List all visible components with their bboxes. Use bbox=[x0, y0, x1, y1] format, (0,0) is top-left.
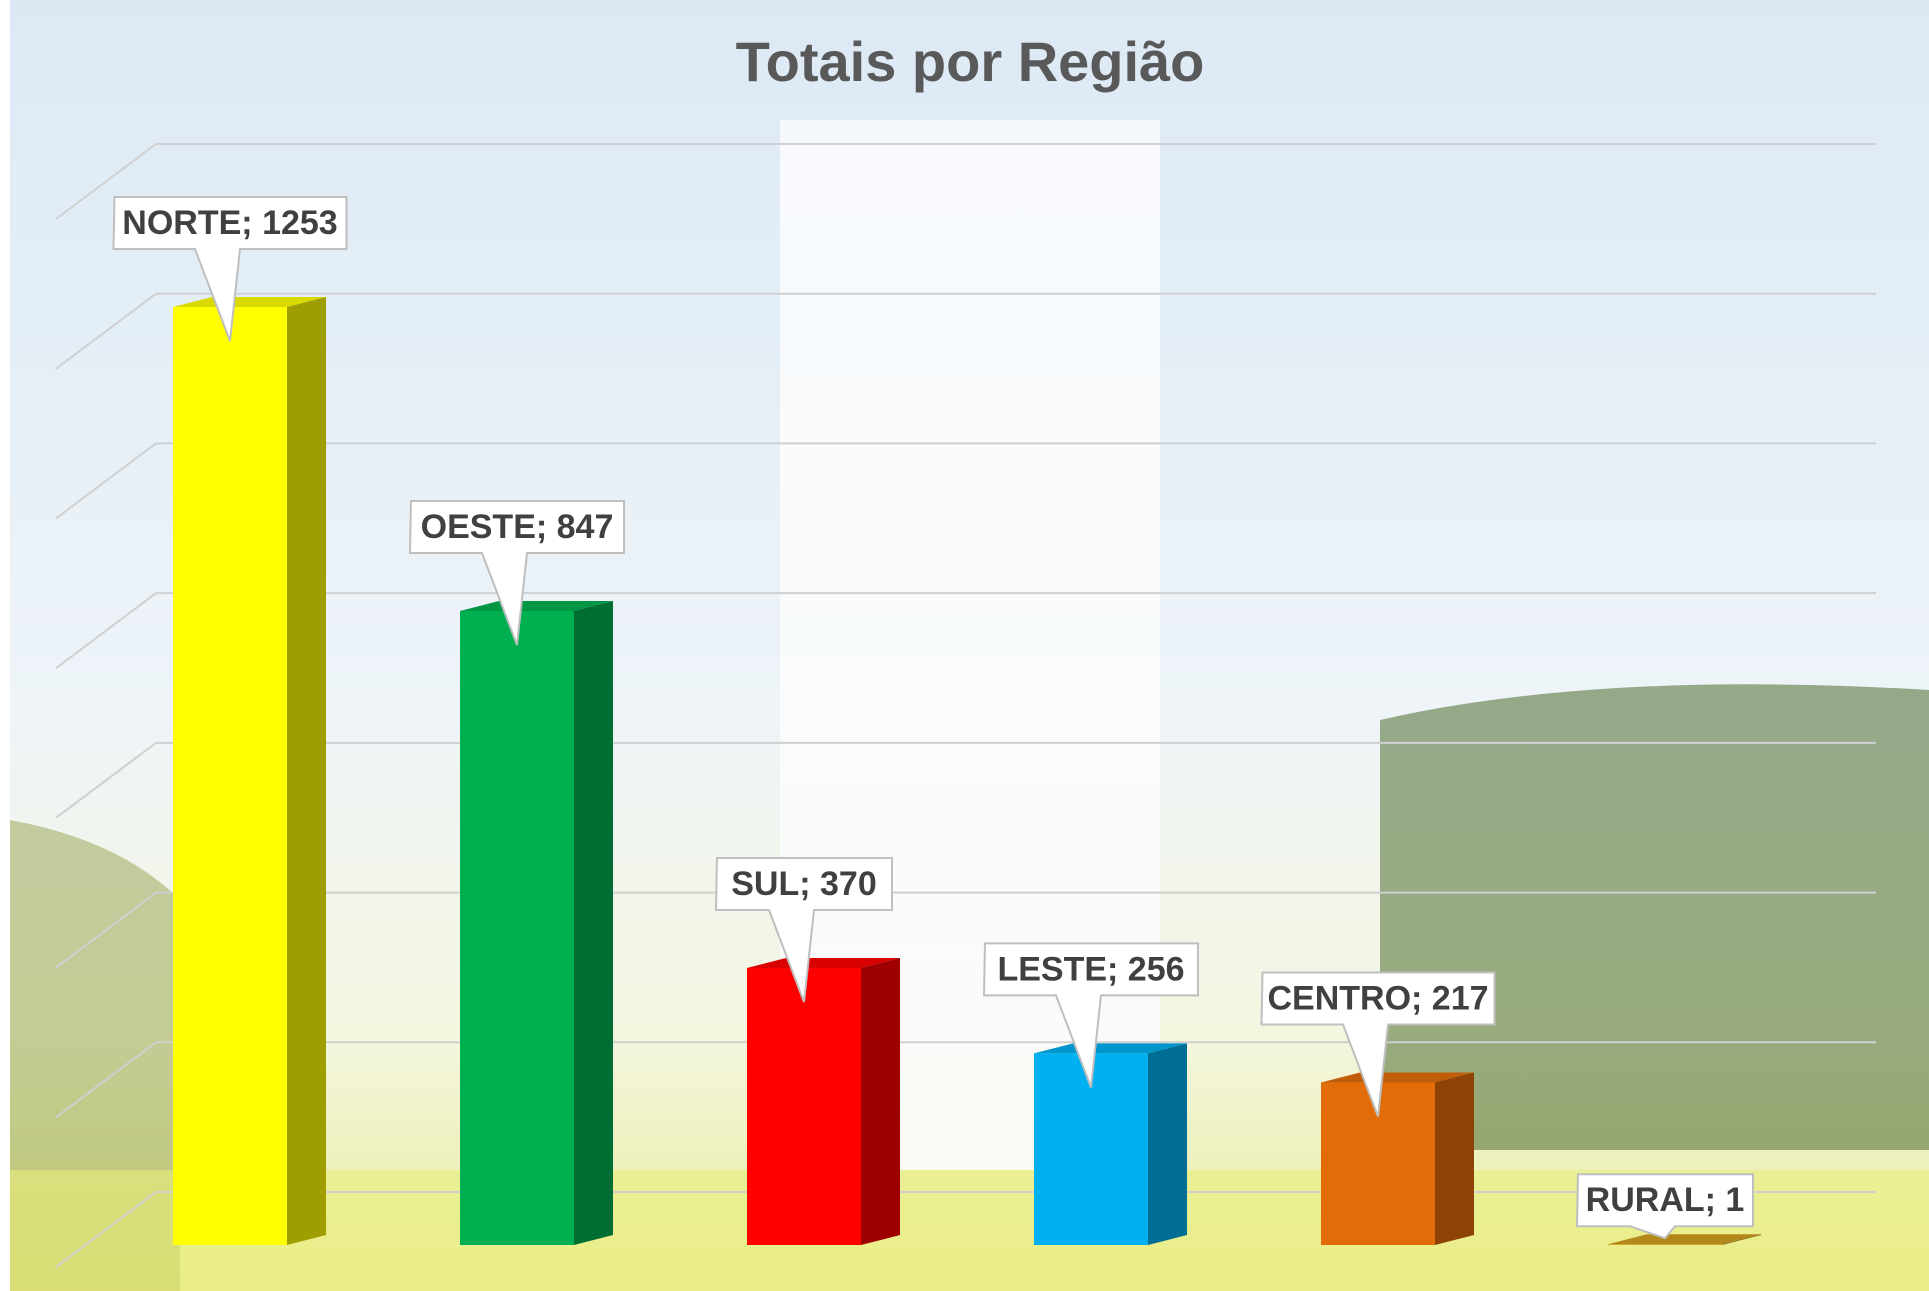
bar-side bbox=[1148, 1043, 1187, 1245]
page: Totais por Região NORTE; 1253 OESTE; 847 S… bbox=[0, 0, 1929, 1291]
bar bbox=[460, 601, 613, 1245]
bar-side bbox=[861, 958, 900, 1245]
value-label: RURAL; 1 bbox=[1586, 1181, 1745, 1219]
bar-side bbox=[1435, 1073, 1474, 1245]
bar-front bbox=[747, 968, 861, 1245]
value-label: SUL; 370 bbox=[731, 865, 877, 903]
bar-front bbox=[173, 307, 287, 1245]
bar-front bbox=[1608, 1244, 1722, 1245]
bar bbox=[173, 297, 326, 1245]
value-label: OESTE; 847 bbox=[421, 508, 614, 546]
chart-title: Totais por Região bbox=[736, 30, 1205, 93]
bar-side bbox=[574, 601, 613, 1245]
bar bbox=[1321, 1073, 1474, 1245]
chart: Totais por Região NORTE; 1253 OESTE; 847 S… bbox=[0, 0, 1929, 1291]
value-label: LESTE; 256 bbox=[997, 950, 1184, 988]
bar-side bbox=[287, 297, 326, 1245]
bar bbox=[1034, 1043, 1187, 1245]
value-label: NORTE; 1253 bbox=[122, 204, 337, 242]
bar-front bbox=[460, 611, 574, 1245]
bar bbox=[747, 958, 900, 1245]
value-label: CENTRO; 217 bbox=[1267, 980, 1488, 1018]
